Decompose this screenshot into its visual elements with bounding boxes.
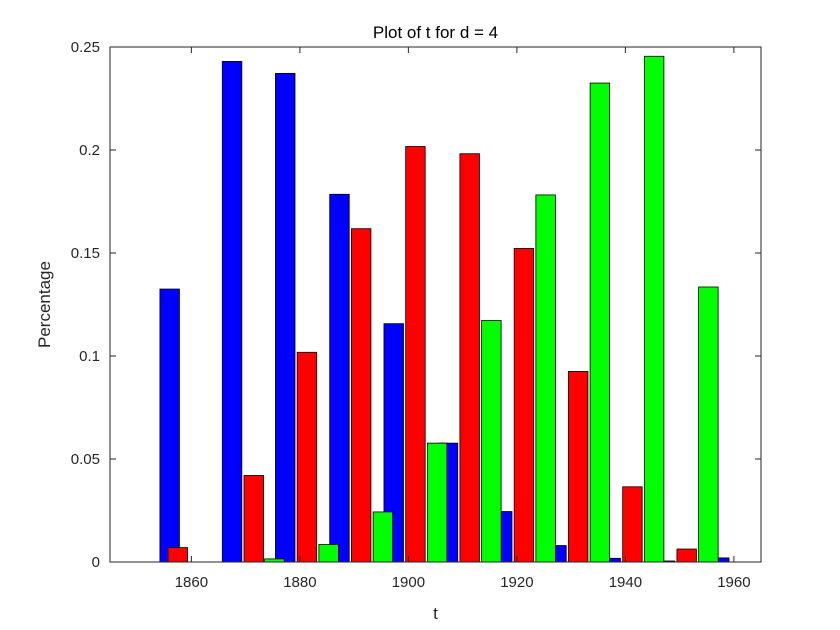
bar-series-1-2 <box>221 61 243 563</box>
bar-series-3-2 <box>318 544 339 563</box>
bar-series-3-5 <box>481 320 502 563</box>
bar-series-2-3 <box>296 351 318 563</box>
x-tick-label: 1860 <box>175 574 208 591</box>
axes-box <box>109 46 762 563</box>
bar-series-3-8 <box>643 55 665 563</box>
bar-series-1-4 <box>329 193 350 563</box>
bar-series-3-7 <box>589 82 611 563</box>
bar-series-3-3 <box>372 511 394 563</box>
bar-series-2-10 <box>676 548 697 563</box>
bar-series-2-6 <box>459 153 480 563</box>
bar-series-2-1 <box>167 547 188 563</box>
bar-series-1-3 <box>275 72 296 563</box>
bar-series-3-6 <box>535 194 556 563</box>
y-tick-label: 0.05 <box>71 451 100 468</box>
y-axis-label: Percentage <box>35 261 54 348</box>
x-tick-label: 1920 <box>500 574 533 591</box>
bar-series-3-9 <box>698 286 719 563</box>
chart-title: Plot of t for d = 4 <box>373 23 498 42</box>
bar-series-2-9 <box>622 486 643 563</box>
bar-series-3-4 <box>426 442 448 563</box>
bar-series-1-1 <box>159 288 180 563</box>
y-tick-label: 0.1 <box>79 348 100 365</box>
x-tick-label: 1900 <box>392 574 425 591</box>
x-axis-label: t <box>433 604 438 623</box>
x-tick-label: 1880 <box>283 574 316 591</box>
y-tick-label: 0.25 <box>71 39 100 56</box>
bar-series-2-4 <box>351 228 372 563</box>
y-tick-label: 0.2 <box>79 142 100 159</box>
x-tick-label: 1940 <box>609 574 642 591</box>
bars-group <box>159 55 730 563</box>
bar-series-2-7 <box>513 248 535 563</box>
bar-series-2-2 <box>243 475 264 563</box>
ticks-group: 1860 1880 1900 1920 1940 1960 0 0.05 0.1 0.15 0.2 0… <box>71 39 761 591</box>
x-tick-label: 1960 <box>717 574 750 591</box>
y-tick-label: 0.15 <box>71 245 100 262</box>
bar-series-2-8 <box>568 371 589 563</box>
y-tick-label: 0 <box>92 554 100 571</box>
bar-series-2-5 <box>405 146 426 563</box>
